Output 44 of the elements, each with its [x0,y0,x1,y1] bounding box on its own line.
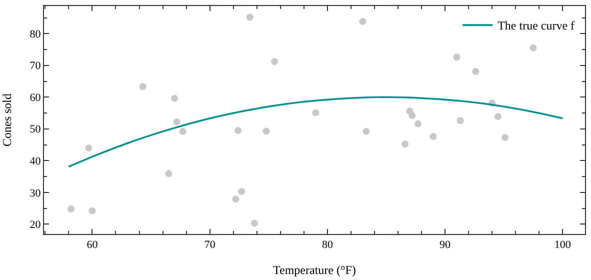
point [234,126,242,134]
point [246,14,254,21]
point [88,207,96,214]
point [165,170,172,178]
point [362,128,370,135]
y-tick-label: 60 [30,92,42,104]
point [456,117,464,124]
point [359,18,366,26]
point [402,140,409,148]
point [430,133,437,140]
point [472,68,480,75]
point [408,112,416,120]
point [262,128,270,135]
point [502,134,509,141]
line-series [68,96,564,168]
y-tick-label: 30 [30,187,42,200]
point [271,58,278,66]
x-tick-label: 80 [322,239,334,252]
x-axis-title: Temperature (°F) [273,263,356,278]
point [414,120,422,128]
x-tick-label: 60 [86,239,98,252]
point [530,44,537,52]
point [232,196,240,203]
y-tick-label: 70 [30,60,42,72]
point [238,188,246,195]
y-tick-label: 80 [30,28,42,40]
y-tick-label: 50 [30,124,42,136]
x-tick-label: 90 [440,239,452,252]
point [494,113,502,120]
point [453,54,460,61]
point [179,128,186,135]
x-tick-label: 70 [204,239,216,252]
point [139,83,146,90]
point [312,109,320,116]
legend-label: The true curve f [498,18,575,33]
point [85,144,92,152]
y-tick-label: 20 [30,219,42,232]
x-tick-label: 100 [554,239,572,252]
point [171,94,178,102]
point [251,220,258,227]
point [173,118,180,126]
point [68,205,75,212]
y-tick-label: 40 [30,156,42,168]
y-axis-title: Cones sold [0,93,14,147]
